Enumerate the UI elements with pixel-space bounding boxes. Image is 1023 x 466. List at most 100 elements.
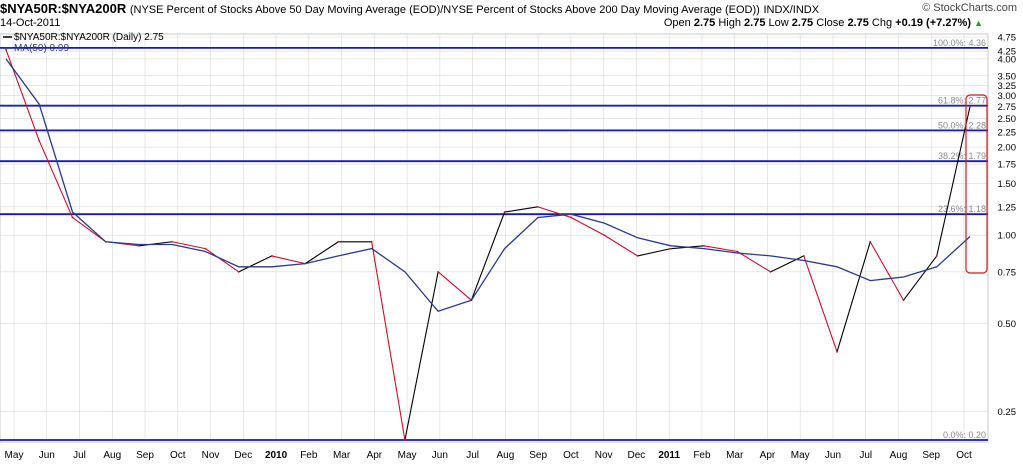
price-segment-26	[869, 241, 905, 301]
up-triangle-icon: ▲	[974, 18, 983, 28]
y-axis: 4.75 4.254.00 3.503.253.002.752.50 2.25 2.00…	[998, 33, 1017, 419]
price-point-0	[5, 48, 7, 51]
price-segment-15	[504, 206, 539, 213]
chart-date: 14-Oct-2011	[0, 17, 61, 29]
symbol-description: (NYSE Percent of Stocks Above 50 Day Mov…	[129, 4, 760, 16]
fib-label-5: 0.0%: 0.20	[943, 430, 986, 440]
vertical-gridlines	[13, 34, 965, 442]
moving-average-series	[5, 58, 971, 313]
price-segment-17	[570, 216, 605, 236]
price-segment-28	[936, 105, 971, 257]
low-label: Low	[768, 17, 789, 29]
x-tick-Nov: Nov	[202, 450, 220, 461]
horizontal-gridlines	[0, 36, 988, 412]
price-point-15	[503, 211, 506, 213]
x-tick-Oct: Oct	[563, 450, 579, 461]
x-tick-Jun: Jun	[39, 450, 55, 461]
symbol-label: $NYA50R:$NYA200R	[0, 1, 127, 16]
exchange-label: INDX/INDX	[763, 4, 820, 16]
x-tick-Aug: Aug	[890, 450, 908, 461]
price-point-11	[370, 240, 373, 243]
price-segment-21	[703, 245, 738, 253]
close-value: 2.75	[847, 17, 869, 29]
x-tick-Sep: Sep	[529, 450, 547, 461]
stockcharts-credit-link[interactable]: © StockCharts.com	[922, 2, 1017, 14]
price-point-17	[570, 216, 573, 219]
price-point-28	[935, 255, 938, 257]
y-tick-4.00: 4.00	[998, 54, 1017, 65]
x-tick-May: May	[5, 450, 24, 461]
price-segment-27	[902, 255, 938, 301]
ma-line	[5, 58, 971, 313]
price-point-20	[669, 247, 672, 250]
price-segment-13	[437, 271, 472, 301]
price-point-19	[636, 255, 639, 257]
x-axis: May Jun Jul Aug Sep Oct Nov Dec 2010 Feb Mar Apr May…	[5, 450, 972, 461]
y-tick-3.50: 3.50	[998, 71, 1017, 82]
price-segment-19	[637, 248, 672, 257]
y-tick-2.50: 2.50	[998, 114, 1017, 125]
y-tick-1.00: 1.00	[998, 231, 1017, 242]
price-segment-1	[38, 140, 74, 219]
price-point-8	[271, 255, 273, 257]
open-label: Open	[663, 17, 691, 29]
y-tick-1.50: 1.50	[998, 179, 1017, 190]
legend: $NYA50R:$NYA200R (Daily) 2.75 MA(50) 0.9…	[3, 32, 164, 54]
x-tick-Nov: Nov	[595, 450, 613, 461]
x-tick-Jul: Jul	[73, 450, 86, 461]
x-tick-Oct: Oct	[170, 450, 186, 461]
chg-value: +0.19 (+7.27%)	[895, 17, 972, 29]
x-tick-Dec: Dec	[628, 450, 646, 461]
chart-title: $NYA50R:$NYA200R (NYSE Percent of Stocks…	[0, 1, 819, 16]
price-segment-9	[304, 241, 339, 265]
x-tick-Jun: Jun	[432, 450, 448, 461]
y-tick-1.75: 1.75	[998, 160, 1017, 171]
x-tick-Aug: Aug	[103, 450, 121, 461]
price-point-5	[171, 240, 174, 243]
price-point-29	[969, 105, 971, 108]
price-segment-6	[204, 248, 240, 273]
price-segment-22	[736, 250, 772, 273]
fib-label-1: 61.8%: 2.77	[938, 96, 986, 106]
price-segment-14	[470, 211, 506, 301]
price-segment-23	[770, 255, 805, 273]
price-segment-25	[836, 241, 871, 353]
price-point-7	[237, 270, 240, 273]
price-point-24	[802, 255, 805, 257]
price-segment-4	[138, 241, 173, 247]
price-segment-16	[537, 206, 572, 219]
price-point-6	[204, 247, 207, 250]
y-tick-0.25: 0.25	[998, 407, 1017, 418]
price-point-13	[437, 270, 440, 273]
fib-label-3: 38.2%: 1.79	[938, 151, 986, 161]
x-tick-Sep: Sep	[922, 450, 940, 461]
x-tick-Apr: Apr	[367, 450, 383, 461]
price-point-16	[536, 205, 539, 208]
price-point-26	[869, 240, 872, 243]
y-tick-2.25: 2.25	[998, 128, 1017, 139]
x-tick-Jul: Jul	[859, 450, 872, 461]
x-tick-May: May	[398, 450, 417, 461]
y-tick-0.75: 0.75	[998, 267, 1017, 278]
legend-series-label: $NYA50R:$NYA200R (Daily) 2.75	[14, 32, 164, 43]
fib-label-0: 100.0%: 4.36	[933, 38, 986, 48]
x-tick-2010: 2010	[265, 450, 288, 461]
price-point-22	[736, 250, 739, 253]
chg-label: Chg	[871, 17, 893, 29]
x-tick-Apr: Apr	[760, 450, 776, 461]
price-point-23	[769, 270, 772, 273]
y-tick-2.00: 2.00	[998, 143, 1017, 154]
price-point-12	[403, 439, 406, 441]
price-point-18	[603, 234, 606, 237]
x-tick-Jul: Jul	[466, 450, 479, 461]
x-tick-Feb: Feb	[300, 450, 318, 461]
y-tick-4.25: 4.25	[998, 47, 1017, 58]
price-segment-11	[371, 241, 406, 441]
x-tick-Dec: Dec	[234, 450, 252, 461]
fibonacci-labels: 100.0%: 4.36 61.8%: 2.77 50.0%: 2.28 38.2%:…	[933, 38, 986, 440]
open-value: 2.75	[693, 17, 716, 29]
fib-label-2: 50.0%: 2.28	[938, 120, 986, 130]
price-segment-7	[238, 255, 273, 273]
price-segment-5	[171, 241, 206, 250]
x-tick-May: May	[791, 450, 810, 461]
